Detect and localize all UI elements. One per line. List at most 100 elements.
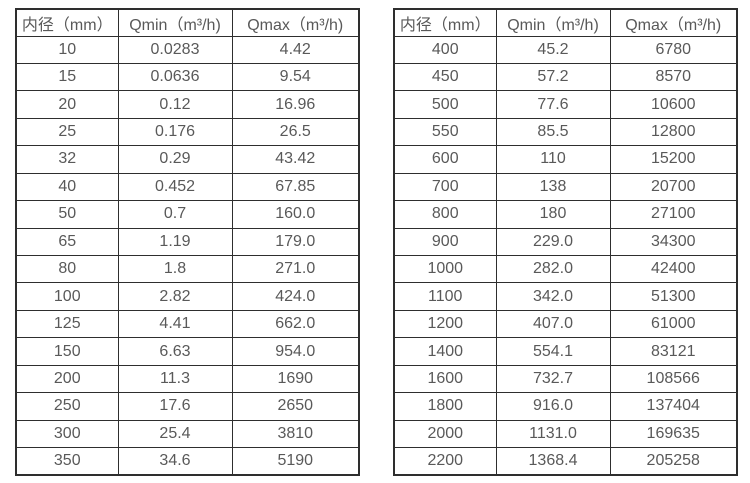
table-cell-diameter: 1600 bbox=[393, 364, 497, 394]
column-header-qmin: Qmin（m³/h) bbox=[495, 8, 611, 37]
table-cell-qmax: 662.0 bbox=[231, 309, 360, 339]
table-cell-qmin: 45.2 bbox=[495, 35, 611, 64]
table-row: 65 1.19 179.0 bbox=[15, 227, 360, 257]
table-cell-qmin: 0.29 bbox=[117, 145, 233, 174]
table-row: 200 11.3 1690 bbox=[15, 364, 360, 394]
table-row: 10 0.0283 4.42 bbox=[15, 35, 360, 64]
flow-rate-table-left: 内径（mm） Qmin（m³/h) Qmax（m³/h) 10 0.0283 4.42 1… bbox=[15, 8, 360, 476]
table-cell-qmax: 169635 bbox=[609, 419, 738, 449]
table-row: 900 229.0 34300 bbox=[393, 227, 738, 257]
table-cell-qmax: 424.0 bbox=[231, 282, 360, 311]
table-cell-qmin: 1368.4 bbox=[495, 447, 611, 476]
table-cell-diameter: 80 bbox=[15, 254, 119, 284]
table-cell-qmax: 42400 bbox=[609, 254, 738, 284]
table-cell-qmax: 26.5 bbox=[231, 117, 360, 147]
table-cell-qmax: 271.0 bbox=[231, 254, 360, 284]
table-cell-qmax: 34300 bbox=[609, 227, 738, 257]
table-row: 1200 407.0 61000 bbox=[393, 309, 738, 339]
table-cell-diameter: 125 bbox=[15, 309, 119, 339]
table-cell-qmin: 17.6 bbox=[117, 392, 233, 421]
table-cell-diameter: 10 bbox=[15, 35, 119, 64]
table-cell-qmin: 0.176 bbox=[117, 117, 233, 147]
table-cell-qmin: 4.41 bbox=[117, 309, 233, 339]
table-cell-diameter: 1200 bbox=[393, 309, 497, 339]
table-cell-qmax: 16.96 bbox=[231, 90, 360, 119]
table-cell-diameter: 32 bbox=[15, 145, 119, 174]
table-cell-qmin: 85.5 bbox=[495, 117, 611, 147]
table-row: 800 180 27100 bbox=[393, 200, 738, 229]
table-cell-qmin: 25.4 bbox=[117, 419, 233, 449]
table-cell-qmax: 27100 bbox=[609, 200, 738, 229]
table-row: 20 0.12 16.96 bbox=[15, 90, 360, 119]
column-header-qmin: Qmin（m³/h) bbox=[117, 8, 233, 37]
table-cell-qmax: 108566 bbox=[609, 364, 738, 394]
table-row: 1000 282.0 42400 bbox=[393, 254, 738, 284]
table-cell-qmax: 67.85 bbox=[231, 172, 360, 202]
table-cell-diameter: 65 bbox=[15, 227, 119, 257]
table-cell-diameter: 600 bbox=[393, 145, 497, 174]
table-cell-qmax: 954.0 bbox=[231, 337, 360, 366]
table-row: 15 0.0636 9.54 bbox=[15, 62, 360, 92]
table-cell-diameter: 900 bbox=[393, 227, 497, 257]
table-cell-diameter: 500 bbox=[393, 90, 497, 119]
table-cell-qmax: 160.0 bbox=[231, 200, 360, 229]
table-row: 1600 732.7 108566 bbox=[393, 364, 738, 394]
table-cell-qmax: 8570 bbox=[609, 62, 738, 92]
table-cell-qmax: 43.42 bbox=[231, 145, 360, 174]
table-cell-qmax: 61000 bbox=[609, 309, 738, 339]
header-row: 内径（mm） Qmin（m³/h) Qmax（m³/h) bbox=[15, 8, 360, 37]
table-cell-diameter: 25 bbox=[15, 117, 119, 147]
table-row: 1800 916.0 137404 bbox=[393, 392, 738, 421]
table-cell-qmin: 11.3 bbox=[117, 364, 233, 394]
table-row: 1100 342.0 51300 bbox=[393, 282, 738, 311]
table-cell-qmax: 179.0 bbox=[231, 227, 360, 257]
table-cell-diameter: 250 bbox=[15, 392, 119, 421]
table-cell-diameter: 100 bbox=[15, 282, 119, 311]
table-row: 400 45.2 6780 bbox=[393, 35, 738, 64]
table-cell-qmin: 282.0 bbox=[495, 254, 611, 284]
table-row: 80 1.8 271.0 bbox=[15, 254, 360, 284]
table-row: 500 77.6 10600 bbox=[393, 90, 738, 119]
table-cell-diameter: 200 bbox=[15, 364, 119, 394]
table-cell-qmax: 4.42 bbox=[231, 35, 360, 64]
table-cell-qmax: 83121 bbox=[609, 337, 738, 366]
table-row: 40 0.452 67.85 bbox=[15, 172, 360, 202]
table-cell-diameter: 550 bbox=[393, 117, 497, 147]
table-cell-diameter: 1800 bbox=[393, 392, 497, 421]
table-cell-qmin: 1131.0 bbox=[495, 419, 611, 449]
table-row: 1400 554.1 83121 bbox=[393, 337, 738, 366]
table-cell-qmax: 6780 bbox=[609, 35, 738, 64]
table-row: 550 85.5 12800 bbox=[393, 117, 738, 147]
table-cell-diameter: 20 bbox=[15, 90, 119, 119]
table-cell-qmin: 407.0 bbox=[495, 309, 611, 339]
table-cell-qmin: 0.452 bbox=[117, 172, 233, 202]
table-cell-qmin: 6.63 bbox=[117, 337, 233, 366]
table-cell-qmin: 138 bbox=[495, 172, 611, 202]
table-cell-qmin: 77.6 bbox=[495, 90, 611, 119]
table-row: 700 138 20700 bbox=[393, 172, 738, 202]
table-row: 450 57.2 8570 bbox=[393, 62, 738, 92]
table-cell-qmin: 554.1 bbox=[495, 337, 611, 366]
column-header-qmax: Qmax（m³/h) bbox=[231, 8, 360, 37]
table-cell-qmin: 110 bbox=[495, 145, 611, 174]
table-cell-qmax: 15200 bbox=[609, 145, 738, 174]
table-cell-qmin: 0.0283 bbox=[117, 35, 233, 64]
table-cell-qmin: 1.8 bbox=[117, 254, 233, 284]
table-cell-diameter: 400 bbox=[393, 35, 497, 64]
table-cell-diameter: 1400 bbox=[393, 337, 497, 366]
table-row: 300 25.4 3810 bbox=[15, 419, 360, 449]
table-cell-diameter: 300 bbox=[15, 419, 119, 449]
table-row: 250 17.6 2650 bbox=[15, 392, 360, 421]
table-cell-qmin: 916.0 bbox=[495, 392, 611, 421]
table-row: 100 2.82 424.0 bbox=[15, 282, 360, 311]
table-cell-diameter: 15 bbox=[15, 62, 119, 92]
table-cell-diameter: 2200 bbox=[393, 447, 497, 476]
table-cell-qmin: 0.0636 bbox=[117, 62, 233, 92]
column-header-qmax: Qmax（m³/h) bbox=[609, 8, 738, 37]
table-row: 2200 1368.4 205258 bbox=[393, 447, 738, 476]
table-cell-qmin: 34.6 bbox=[117, 447, 233, 476]
table-row: 600 110 15200 bbox=[393, 145, 738, 174]
column-header-diameter: 内径（mm） bbox=[15, 8, 119, 37]
header-row: 内径（mm） Qmin（m³/h) Qmax（m³/h) bbox=[393, 8, 738, 37]
